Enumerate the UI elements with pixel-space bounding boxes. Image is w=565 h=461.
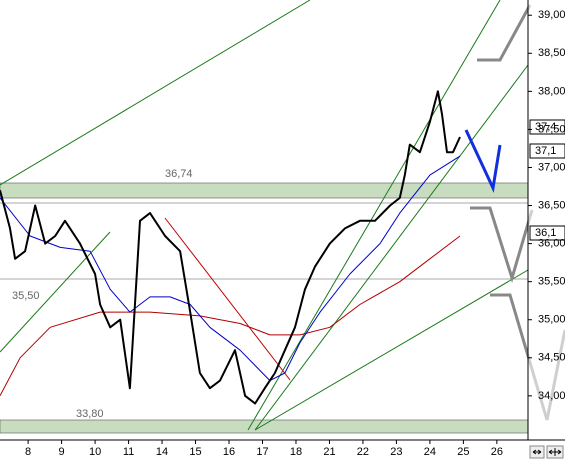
x-tick-label: 24 — [424, 446, 436, 458]
series-line — [0, 90, 461, 405]
y-tick-label: 39,00 — [538, 9, 565, 21]
trendline — [254, 64, 529, 431]
x-tick-label: 10 — [89, 446, 101, 458]
projection-path — [470, 206, 534, 284]
projection-arrow — [464, 129, 502, 194]
trendline — [247, 0, 501, 431]
x-tick-label: 25 — [457, 446, 469, 458]
trendline — [0, 231, 111, 353]
y-tick-label: 35,50 — [538, 276, 565, 288]
y-tick-label: 37,50 — [538, 123, 565, 135]
x-tick-label: 8 — [25, 446, 31, 458]
y-axis-area — [528, 0, 565, 440]
annotation: 33,80 — [76, 408, 104, 420]
x-tick-label: 23 — [390, 446, 402, 458]
series-line — [0, 235, 461, 397]
zone-band — [0, 182, 529, 199]
scroll-icons[interactable] — [529, 445, 564, 459]
zones — [0, 182, 529, 434]
x-tick-label: 9 — [59, 446, 65, 458]
x-tick-label: 16 — [223, 446, 235, 458]
annotation: 36,74 — [165, 168, 193, 180]
projection-path — [477, 4, 532, 62]
scroll-icon — [532, 449, 542, 455]
y-tick-label: 34,00 — [538, 390, 565, 402]
last-value-label: 37,4 — [535, 121, 556, 133]
x-tick-label: 14 — [156, 446, 168, 458]
trendline — [0, 0, 311, 186]
x-tick-label: 17 — [256, 446, 268, 458]
y-tick-label: 34,50 — [538, 352, 565, 364]
trendlines — [0, 0, 529, 431]
label-box — [529, 225, 565, 241]
y-tick-label: 36,00 — [538, 238, 565, 250]
y-tick-label: 38,50 — [538, 47, 565, 59]
y-tick-label: 37,00 — [538, 161, 565, 173]
annotation: 35,50 — [12, 290, 40, 302]
x-tick-label: 11 — [123, 446, 134, 458]
y-tick-label: 38,00 — [538, 85, 565, 97]
x-tick-label: 22 — [357, 446, 369, 458]
x-tick-label: 26 — [491, 446, 503, 458]
last-value-labels: 37,4 37,1 36,1 — [529, 119, 565, 241]
x-tick-label: 18 — [290, 446, 302, 458]
label-box — [529, 143, 565, 159]
trendline — [164, 217, 291, 381]
last-value-label: 36,1 — [535, 227, 556, 239]
y-tick-label: 36,50 — [538, 199, 565, 211]
last-value-label: 37,1 — [535, 145, 556, 157]
zoom-icon — [548, 448, 562, 456]
y-tick-label: 35,00 — [538, 314, 565, 326]
series-line — [0, 155, 461, 382]
x-tick-label: 21 — [323, 446, 335, 458]
zone-band — [0, 419, 529, 434]
label-box — [529, 119, 565, 135]
x-tick-label: 15 — [189, 446, 201, 458]
plot — [0, 90, 461, 405]
trendline — [254, 269, 529, 431]
